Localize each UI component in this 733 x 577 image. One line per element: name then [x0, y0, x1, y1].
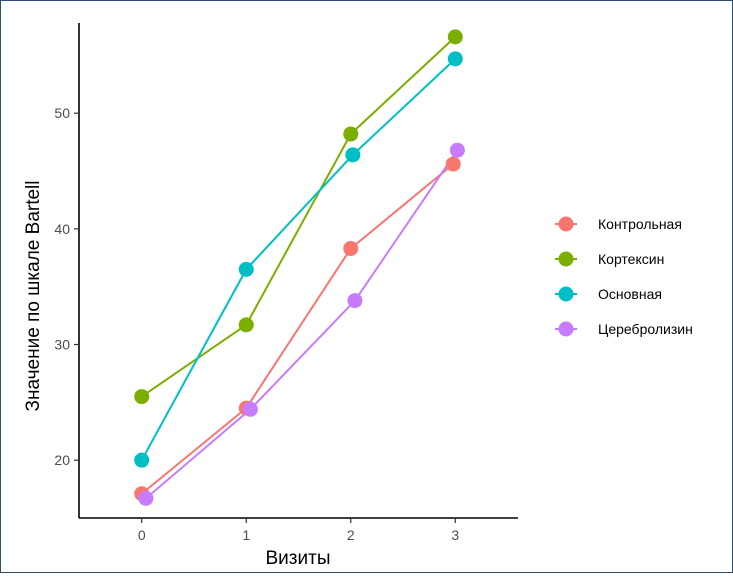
axes: 20 30 40 50 0 1 2 3: [54, 23, 518, 543]
y-tick-label: 30: [54, 337, 70, 353]
x-tick-label: 2: [347, 527, 355, 543]
legend-label: Кортексин: [598, 251, 664, 267]
legend: Контрольная Кортексин Основная Церебролизин: [555, 216, 693, 337]
x-tick-label: 3: [451, 527, 459, 543]
data-point: [134, 389, 150, 405]
data-point: [447, 51, 463, 67]
legend-key-marker: [558, 321, 574, 337]
data-point: [138, 490, 154, 506]
data-point: [238, 261, 254, 277]
data-point: [347, 293, 363, 309]
legend-key-marker: [558, 216, 574, 232]
data-point: [343, 241, 359, 257]
series-line-3: [140, 58, 456, 461]
series-line-2: [141, 36, 456, 398]
data-point: [343, 126, 359, 142]
y-tick-label: 40: [54, 221, 70, 237]
x-tick-label: 1: [242, 527, 250, 543]
y-tick-label: 20: [54, 452, 70, 468]
data-point: [242, 401, 258, 417]
data-point: [238, 317, 254, 333]
legend-label: Контрольная: [598, 216, 682, 232]
data-point: [445, 156, 461, 172]
legend-label: Церебролизин: [598, 321, 693, 337]
series-line-4: [145, 149, 459, 500]
legend-label: Основная: [598, 286, 662, 302]
x-tick-label: 0: [138, 527, 146, 543]
legend-key-marker: [558, 286, 574, 302]
x-axis-label: Визиты: [266, 548, 331, 569]
y-axis-label: Значение по шкале Bartell: [23, 181, 44, 412]
y-tick-label: 50: [54, 105, 70, 121]
data-point: [449, 142, 465, 158]
series-points: [134, 29, 465, 506]
data-point: [447, 29, 463, 45]
series-lines: [140, 36, 459, 500]
data-point: [134, 452, 150, 468]
data-point: [345, 147, 361, 163]
legend-key-marker: [558, 251, 574, 267]
series-line-1: [141, 163, 454, 495]
